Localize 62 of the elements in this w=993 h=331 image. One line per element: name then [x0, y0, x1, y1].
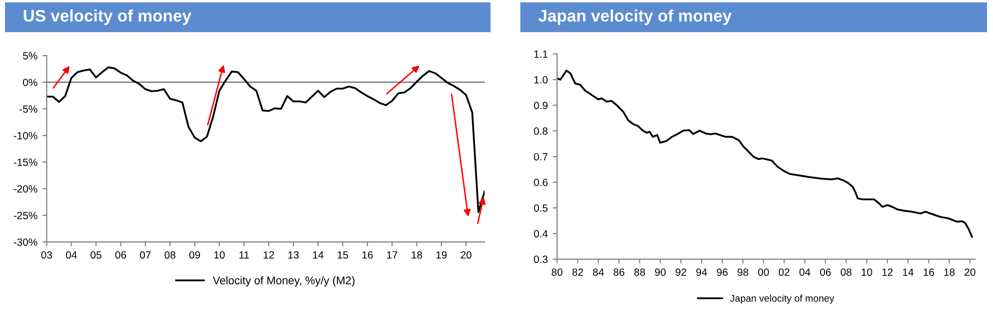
- x-tick-label: 92: [676, 268, 686, 276]
- x-tick-label: 88: [634, 268, 645, 276]
- y-tick-label: 0.3: [534, 256, 548, 264]
- y-tick-label: 0.9: [534, 102, 548, 110]
- x-tick-label: 10: [214, 251, 225, 259]
- x-tick-label: 08: [840, 268, 852, 276]
- x-tick-label: 08: [164, 251, 176, 259]
- x-tick-label: 96: [716, 268, 728, 276]
- x-tick-label: 02: [778, 268, 790, 276]
- x-tick-label: 00: [758, 268, 769, 276]
- x-tick-label: 14: [903, 268, 914, 276]
- x-tick-label: 11: [239, 251, 249, 259]
- y-tick-label: 5%: [23, 52, 38, 60]
- legend-label: Velocity of Money, %y/y (M2): [212, 276, 354, 287]
- x-tick-label: 15: [338, 251, 348, 259]
- x-tick-label: 07: [140, 251, 151, 259]
- x-tick-label: 90: [654, 268, 666, 276]
- x-tick-label: 09: [189, 251, 200, 259]
- y-tick-label: 1.0: [534, 76, 548, 84]
- x-tick-label: 86: [614, 268, 624, 276]
- x-tick-label: 94: [696, 268, 708, 276]
- y-tick-label: -30%: [14, 238, 38, 246]
- x-tick-label: 18: [412, 251, 422, 259]
- x-tick-label: 04: [799, 268, 810, 276]
- y-tick-label: -25%: [14, 212, 38, 220]
- x-tick-label: 17: [387, 251, 398, 259]
- y-tick-label: 0.6: [534, 178, 548, 186]
- x-tick-label: 05: [90, 251, 102, 259]
- x-tick-label: 20: [460, 251, 472, 259]
- y-tick-label: 0.7: [534, 153, 548, 160]
- y-tick-label: 0.8: [534, 127, 548, 135]
- y-tick-label: -20%: [14, 185, 38, 193]
- x-tick-label: 80: [552, 268, 562, 276]
- x-tick-label: 12: [264, 251, 274, 259]
- x-tick-label: 98: [738, 268, 748, 276]
- x-tick-label: 03: [41, 251, 52, 259]
- x-tick-label: 82: [572, 268, 583, 276]
- x-tick-label: 16: [362, 251, 373, 259]
- y-tick-label: 0%: [22, 78, 38, 86]
- x-tick-label: 14: [313, 251, 324, 259]
- x-tick-label: 18: [944, 268, 955, 276]
- line-series: [46, 66, 485, 214]
- y-tick-label: 1.1: [534, 50, 548, 58]
- x-tick-label: 13: [288, 251, 299, 259]
- x-tick-label: 10: [862, 268, 872, 276]
- chart-title: US velocity of money: [24, 9, 192, 25]
- x-tick-label: 06: [820, 268, 831, 276]
- x-tick-label: 06: [115, 251, 126, 259]
- y-tick-label: 0.5: [534, 204, 548, 212]
- legend-label: Japan velocity of money: [730, 294, 834, 304]
- x-tick-label: 84: [593, 268, 604, 276]
- y-tick-label: -5%: [20, 105, 38, 113]
- y-tick-label: 0.4: [534, 230, 548, 238]
- x-tick-label: 20: [964, 268, 976, 276]
- x-tick-label: 04: [66, 251, 77, 259]
- x-tick-label: 16: [924, 268, 934, 276]
- y-tick-label: -10%: [14, 132, 38, 140]
- chart-title: Japan velocity of money: [538, 9, 732, 25]
- line-series: [557, 70, 973, 238]
- x-tick-label: 12: [882, 268, 893, 276]
- x-tick-label: 19: [436, 251, 447, 259]
- y-tick-label: -15%: [14, 158, 38, 166]
